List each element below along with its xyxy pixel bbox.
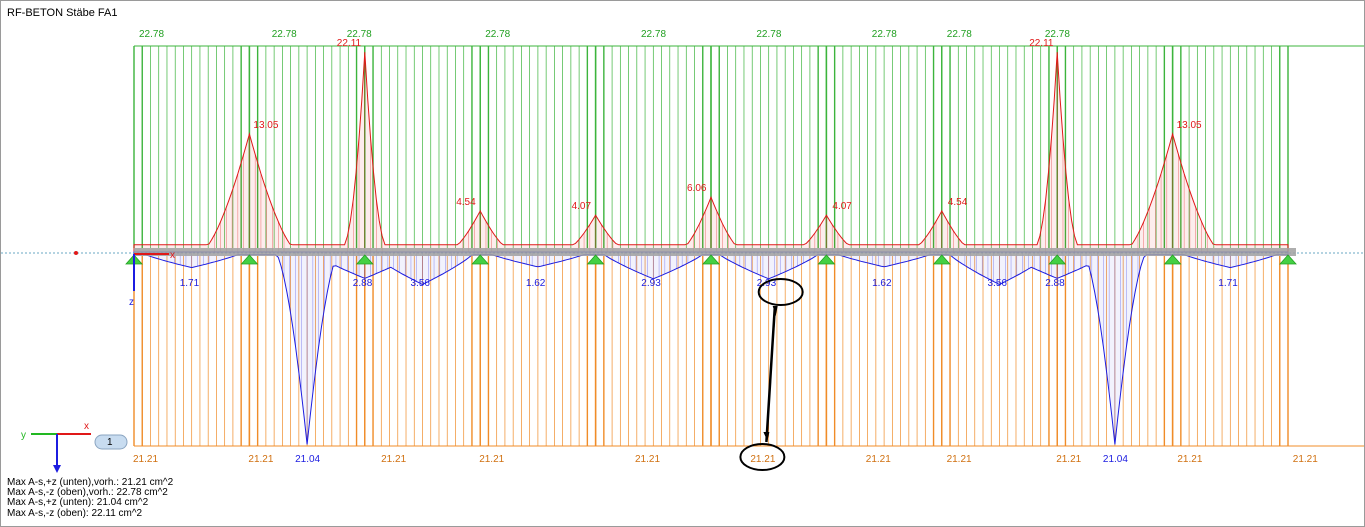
support-triangle <box>355 254 374 265</box>
support-triangle <box>932 254 951 265</box>
beam-node <box>74 251 78 255</box>
required-bottom-label: 2.93 <box>757 278 777 289</box>
required-bottom-label: 2.88 <box>1045 278 1065 289</box>
support-triangle <box>817 254 836 265</box>
highlight-arrow <box>765 308 776 443</box>
provided-top-label: 22.78 <box>872 29 897 40</box>
required-bottom-label: 21.04 <box>1103 454 1128 465</box>
required-top-label: 4.07 <box>572 201 592 212</box>
required-top-label: 13.05 <box>1177 120 1202 131</box>
provided-bottom-label: 21.21 <box>381 454 406 465</box>
required-bottom-label: 1.71 <box>1218 278 1238 289</box>
provided-bottom-label: 21.21 <box>947 454 972 465</box>
beam-x-label: x <box>170 250 175 261</box>
provided-top-label: 22.78 <box>272 29 297 40</box>
provided-bottom-label: 21.21 <box>750 454 775 465</box>
provided-bottom-label: 21.21 <box>1056 454 1081 465</box>
global-y-label: y <box>21 430 26 441</box>
required-bottom-label: 2.88 <box>353 278 373 289</box>
coordinate-axes: x z x y 1 <box>21 250 175 473</box>
required-top-label: 4.07 <box>832 201 852 212</box>
beam-axis <box>1 248 1364 256</box>
required-top-label: 22.11 <box>337 38 362 49</box>
required-top-label: 22.11 <box>1029 38 1054 49</box>
support-triangle <box>240 254 259 265</box>
support-triangle <box>1048 254 1067 265</box>
highlight-arrowhead-down <box>763 432 770 441</box>
required-bottom-label: 2.93 <box>641 278 661 289</box>
global-z-arrowhead <box>53 465 61 473</box>
provided-top-label: 22.78 <box>1045 29 1070 40</box>
summary-panel: Max A-s,+z (unten),vorh.: 21.21 cm^2 Max… <box>7 477 174 519</box>
provided-top-label: 22.78 <box>756 29 781 40</box>
summary-line: Max A-s,-z (oben),vorh.: 22.78 cm^2 <box>7 487 168 499</box>
required-top-label: 4.54 <box>456 197 476 208</box>
provided-top-label: 22.78 <box>947 29 972 40</box>
window-title: RF-BETON Stäbe FA1 <box>7 7 118 19</box>
provided-top-label: 22.78 <box>485 29 510 40</box>
required-top-label: 13.05 <box>253 120 278 131</box>
view-badge-label: 1 <box>107 437 113 448</box>
beam-bar <box>134 248 1296 256</box>
provided-bottom-label: 21.21 <box>248 454 273 465</box>
required-top-label: 4.54 <box>948 197 968 208</box>
provided-bottom-label: 21.21 <box>1293 454 1318 465</box>
provided-bottom-label: 21.21 <box>635 454 660 465</box>
highlight-annotation <box>739 278 804 471</box>
required-top-reinforcement <box>133 52 1289 253</box>
support-triangle <box>1163 254 1182 265</box>
summary-line: Max A-s,+z (unten): 21.04 cm^2 <box>7 497 149 509</box>
required-bottom-label: 21.04 <box>295 454 320 465</box>
provided-top-label: 22.78 <box>641 29 666 40</box>
provided-bottom-label: 21.21 <box>133 454 158 465</box>
required-bottom-label: 1.62 <box>872 278 892 289</box>
highlight-ellipse-provided <box>739 443 786 471</box>
summary-line: Max A-s,-z (oben): 22.11 cm^2 <box>7 507 143 519</box>
required-bottom-label: 1.62 <box>526 278 546 289</box>
value-labels: 22.78 22.78 22.78 22.78 22.78 22.78 22.78 22.78… <box>133 29 1318 465</box>
support-triangle <box>471 254 490 265</box>
required-top-label: 6.06 <box>687 183 707 194</box>
support-triangle <box>1279 254 1297 265</box>
global-x-label: x <box>84 421 89 432</box>
provided-bottom-reinforcement <box>133 256 1364 447</box>
view-badge[interactable] <box>94 434 128 450</box>
provided-bottom-label: 21.21 <box>479 454 504 465</box>
provided-bottom-label: 21.21 <box>1177 454 1202 465</box>
summary-line: Max A-s,+z (unten),vorh.: 21.21 cm^2 <box>7 477 174 488</box>
provided-bottom-label: 21.21 <box>866 454 891 465</box>
highlight-ellipse-required <box>757 278 804 306</box>
provided-top-label: 22.78 <box>139 29 164 40</box>
provided-top-label: 22.78 <box>347 29 372 40</box>
support-triangle <box>586 254 605 265</box>
support-triangle <box>702 254 720 265</box>
required-bottom-label: 1.71 <box>180 278 200 289</box>
highlight-arrowhead-up <box>772 306 778 316</box>
required-bottom-label: 3.56 <box>411 278 431 289</box>
beam-z-label: z <box>129 297 134 308</box>
required-bottom-label: 3.56 <box>988 278 1008 289</box>
